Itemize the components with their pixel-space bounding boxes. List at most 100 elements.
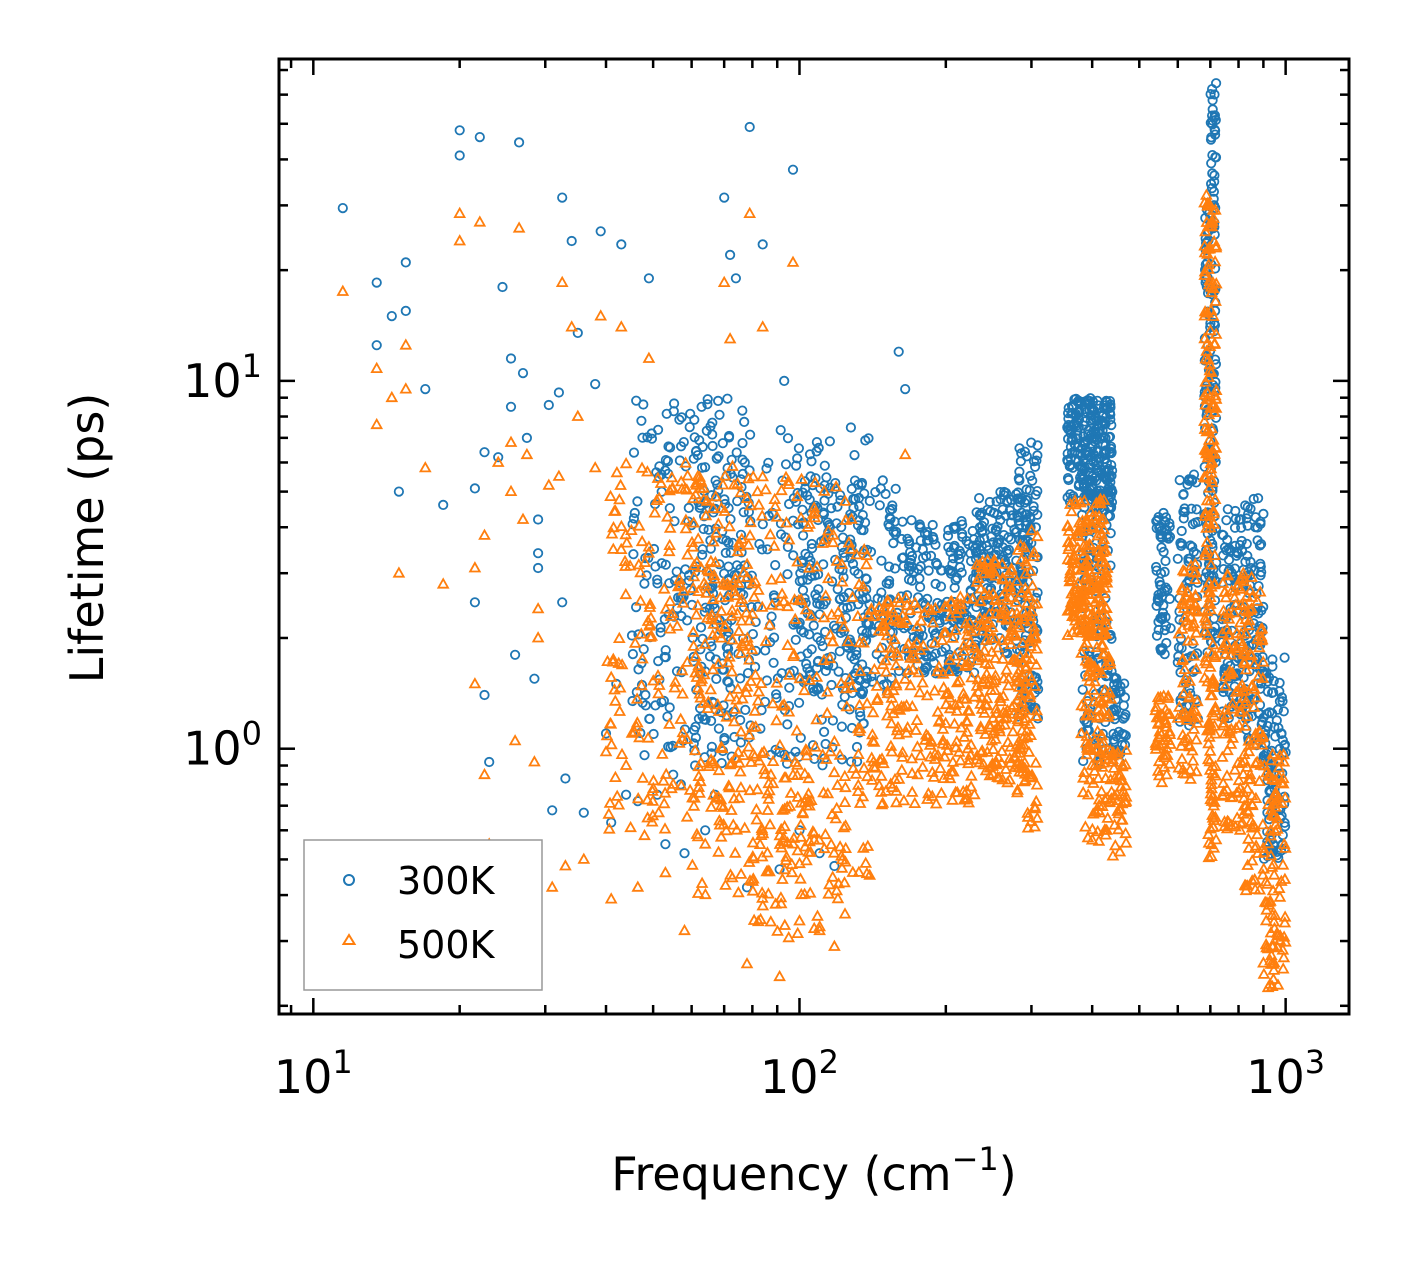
data-point (910, 619, 924, 632)
data-point (606, 542, 620, 554)
data-point (986, 727, 1000, 739)
data-point (989, 732, 1002, 744)
data-point (610, 465, 624, 478)
data-point (1095, 784, 1108, 797)
data-point (1223, 668, 1237, 680)
data-point (1086, 521, 1099, 533)
data-point (930, 557, 942, 569)
data-point (608, 694, 622, 706)
data-point (1206, 680, 1220, 692)
data-point (744, 429, 756, 440)
data-point (1081, 788, 1095, 800)
data-point (724, 868, 737, 880)
data-point (860, 696, 874, 709)
data-point (856, 479, 867, 490)
data-point (1030, 778, 1044, 790)
data-point (996, 573, 1010, 585)
data-point (985, 734, 999, 746)
data-point (1028, 629, 1042, 641)
data-point (508, 734, 522, 746)
data-point (1081, 689, 1094, 701)
data-point (1177, 734, 1191, 746)
data-point (764, 915, 778, 927)
data-point (947, 765, 960, 777)
data-point (953, 674, 966, 686)
data-point (744, 674, 758, 686)
data-point (1216, 576, 1230, 588)
data-point (1174, 474, 1185, 486)
data-point (1091, 724, 1104, 736)
data-point (706, 663, 720, 675)
data-point (543, 399, 554, 411)
data-point (712, 790, 725, 802)
data-point (774, 891, 788, 903)
data-point (821, 787, 835, 799)
data-point (1218, 585, 1232, 597)
data-point (965, 671, 978, 683)
data-point (768, 657, 779, 668)
data-point (1198, 196, 1211, 208)
data-point (1177, 601, 1191, 613)
data-point (680, 810, 694, 822)
data-point (631, 880, 645, 892)
data-point (1105, 402, 1116, 413)
data-point (911, 740, 924, 752)
data-point (1203, 730, 1216, 742)
data-point (1156, 737, 1170, 749)
data-point (864, 495, 875, 507)
data-point (1208, 337, 1221, 349)
data-point (742, 653, 756, 665)
data-point (999, 706, 1012, 718)
data-point (942, 768, 955, 780)
data-point (828, 939, 841, 951)
data-point (663, 594, 677, 606)
data-point (1198, 309, 1212, 321)
data-point (762, 887, 775, 899)
data-point (658, 822, 672, 834)
data-point (791, 758, 804, 770)
data-point (956, 567, 967, 578)
data-point (755, 886, 769, 898)
data-point (1164, 518, 1175, 529)
data-point (980, 698, 994, 711)
data-point (610, 789, 624, 801)
data-point (754, 912, 767, 924)
legend-label-300k: 300K (397, 859, 496, 903)
data-point (799, 603, 813, 615)
data-point (1198, 509, 1212, 521)
data-point (746, 470, 760, 482)
data-point (672, 592, 684, 603)
data-point (674, 578, 687, 590)
data-point (833, 748, 847, 760)
data-point (723, 650, 736, 662)
data-point (668, 406, 679, 417)
data-point (936, 733, 950, 746)
data-point (775, 483, 788, 496)
data-point (1011, 712, 1025, 725)
data-point (756, 544, 768, 555)
data-point (1178, 506, 1189, 517)
data-point (970, 575, 984, 587)
data-point (945, 546, 956, 558)
data-point (1269, 773, 1283, 785)
data-point (718, 504, 732, 516)
data-point (371, 340, 382, 351)
data-point (983, 718, 996, 730)
data-point (1222, 628, 1235, 640)
data-point (714, 830, 728, 842)
data-point (1084, 615, 1097, 628)
data-point (709, 526, 723, 538)
data-point (650, 700, 661, 711)
data-point (1021, 821, 1035, 833)
data-point (705, 543, 716, 554)
data-point (1256, 868, 1270, 880)
data-point (850, 548, 863, 560)
data-point (803, 517, 816, 529)
data-point (1019, 446, 1031, 457)
data-point (660, 839, 671, 850)
data-point (831, 778, 844, 790)
data-point (469, 483, 480, 494)
data-point (638, 555, 652, 567)
data-point (1191, 694, 1204, 707)
